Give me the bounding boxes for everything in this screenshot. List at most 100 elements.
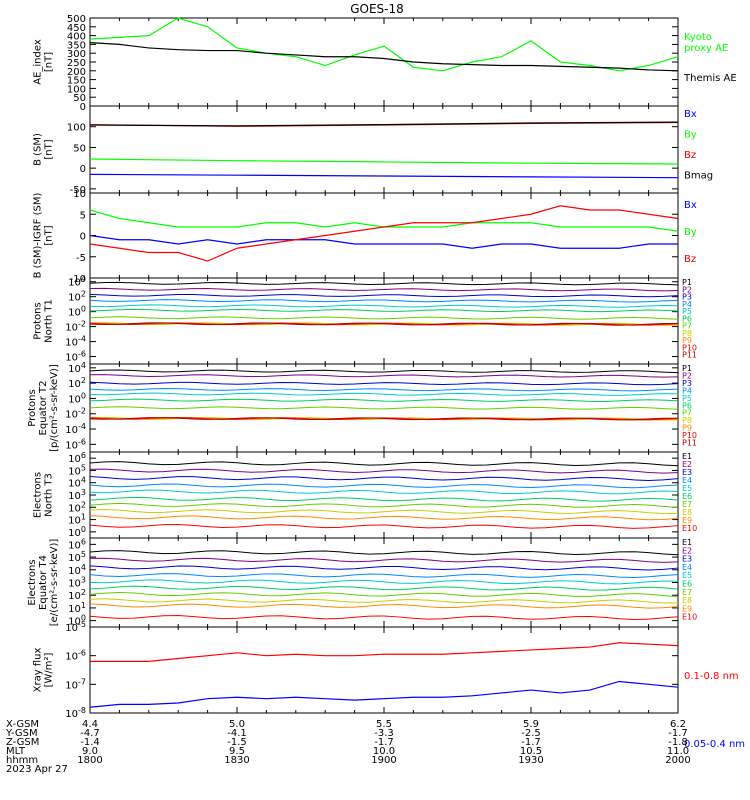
y-axis-title: AE_index (33, 39, 44, 85)
y-axis-title: [nT] (44, 225, 55, 245)
y-tick-label: 100 (67, 123, 86, 134)
footer-value: 9.0 (82, 746, 98, 757)
series-line (89, 42, 679, 72)
panel-frame (89, 17, 679, 107)
legend-label: P8 (682, 416, 692, 425)
series-line (89, 496, 679, 502)
series-line (89, 406, 679, 410)
legend-label: 0.05-0.4 nm (684, 739, 745, 750)
footer-value: 10.5 (520, 746, 542, 757)
legend-label: P6 (682, 401, 692, 410)
legend-label: E3 (682, 555, 692, 564)
series-line (89, 591, 679, 598)
y-axis-title: Equator T2 (38, 381, 49, 436)
footer-value: -1.7 (668, 728, 688, 739)
series-line (89, 475, 679, 481)
footer-value: 1900 (371, 755, 396, 766)
y-tick-label: 0 (80, 164, 86, 175)
series-line (89, 550, 679, 556)
series-line (89, 173, 679, 179)
series-line (89, 304, 679, 308)
y-tick-label: 10-2 (65, 407, 86, 421)
y-axis-title: B (SM)-IGRF (SM) (33, 193, 44, 279)
y-tick-label: 102 (68, 500, 86, 514)
legend-label: P10 (682, 343, 697, 352)
legend-label: E2 (682, 546, 692, 555)
y-axis-title: Electrons (27, 559, 38, 605)
legend-label: P7 (682, 409, 692, 418)
legend-label: P7 (682, 322, 692, 331)
y-tick-label: 106 (68, 451, 86, 465)
legend-label: P2 (682, 371, 692, 380)
series-line (89, 17, 679, 72)
y-tick-label: 50 (73, 143, 86, 154)
legend-label: 0.1-0.8 nm (684, 671, 739, 682)
panel-frame (89, 363, 679, 453)
footer-value: 9.5 (229, 746, 245, 757)
legend-label: E4 (682, 563, 692, 572)
legend-label: Bx (684, 200, 697, 211)
legend-label: P1 (682, 278, 692, 287)
legend-label: P11 (682, 351, 697, 360)
legend-label: E9 (682, 516, 692, 525)
y-tick-label: 10-5 (65, 620, 86, 634)
y-tick-label: 10-4 (65, 335, 86, 349)
y-tick-label: 400 (67, 32, 86, 43)
series-line (89, 515, 679, 521)
y-tick-label: 10-6 (65, 437, 86, 451)
y-axis-title: [nT] (44, 139, 55, 159)
y-axis-title: Equator T4 (38, 555, 49, 610)
y-tick-label: 10-7 (65, 677, 86, 691)
footer-value: 6.2 (670, 719, 686, 730)
y-tick-label: 10-6 (65, 350, 86, 364)
y-tick-label: 300 (67, 49, 86, 60)
y-tick-label: -10 (70, 274, 86, 285)
legend-label: E9 (682, 604, 692, 613)
series-line (89, 603, 679, 609)
legend-label: E6 (682, 492, 692, 501)
footer-value: 1930 (518, 755, 543, 766)
footer-value: -4.1 (227, 728, 247, 739)
legend-label: P5 (682, 394, 692, 403)
y-axis-title: Protons (33, 302, 44, 339)
footer-value: 4.4 (82, 719, 98, 730)
footer-value: -3.3 (374, 728, 394, 739)
y-tick-label: 0 (80, 102, 86, 113)
y-tick-label: 0 (80, 232, 86, 243)
y-tick-label: 105 (68, 550, 86, 564)
series-line (89, 308, 679, 313)
legend-label: P1 (682, 364, 692, 373)
y-tick-label: 101 (68, 601, 86, 615)
series-line (89, 316, 679, 320)
y-tick-label: 450 (67, 23, 86, 34)
legend-label: Bx (684, 109, 697, 120)
panel-frame (89, 626, 679, 714)
legend-label: By (684, 227, 697, 238)
y-tick-label: 104 (68, 476, 86, 490)
series-line (89, 680, 679, 708)
y-tick-label: -5 (76, 253, 86, 264)
footer-value: 11.0 (667, 746, 689, 757)
series-line (89, 322, 679, 326)
legend-label: Bmag (684, 171, 713, 182)
series-line (89, 489, 679, 495)
footer-value: 5.5 (376, 719, 392, 730)
footer-value: -4.7 (80, 728, 100, 739)
footer-value: -2.5 (521, 728, 541, 739)
panel-xray: 10-8 10-7 10-6 10-5 Xray flux [W/m²] 0.1-0.8 n… (33, 620, 746, 750)
legend-label: By (684, 130, 697, 141)
y-tick-label: 104 (68, 563, 86, 577)
series-line (89, 293, 679, 298)
series-line (89, 502, 679, 508)
y-tick-label: 103 (68, 488, 86, 502)
y-tick-label: 200 (67, 67, 86, 78)
legend-label: P5 (682, 307, 692, 316)
footer-value: 1800 (77, 755, 102, 766)
series-line (89, 483, 679, 489)
